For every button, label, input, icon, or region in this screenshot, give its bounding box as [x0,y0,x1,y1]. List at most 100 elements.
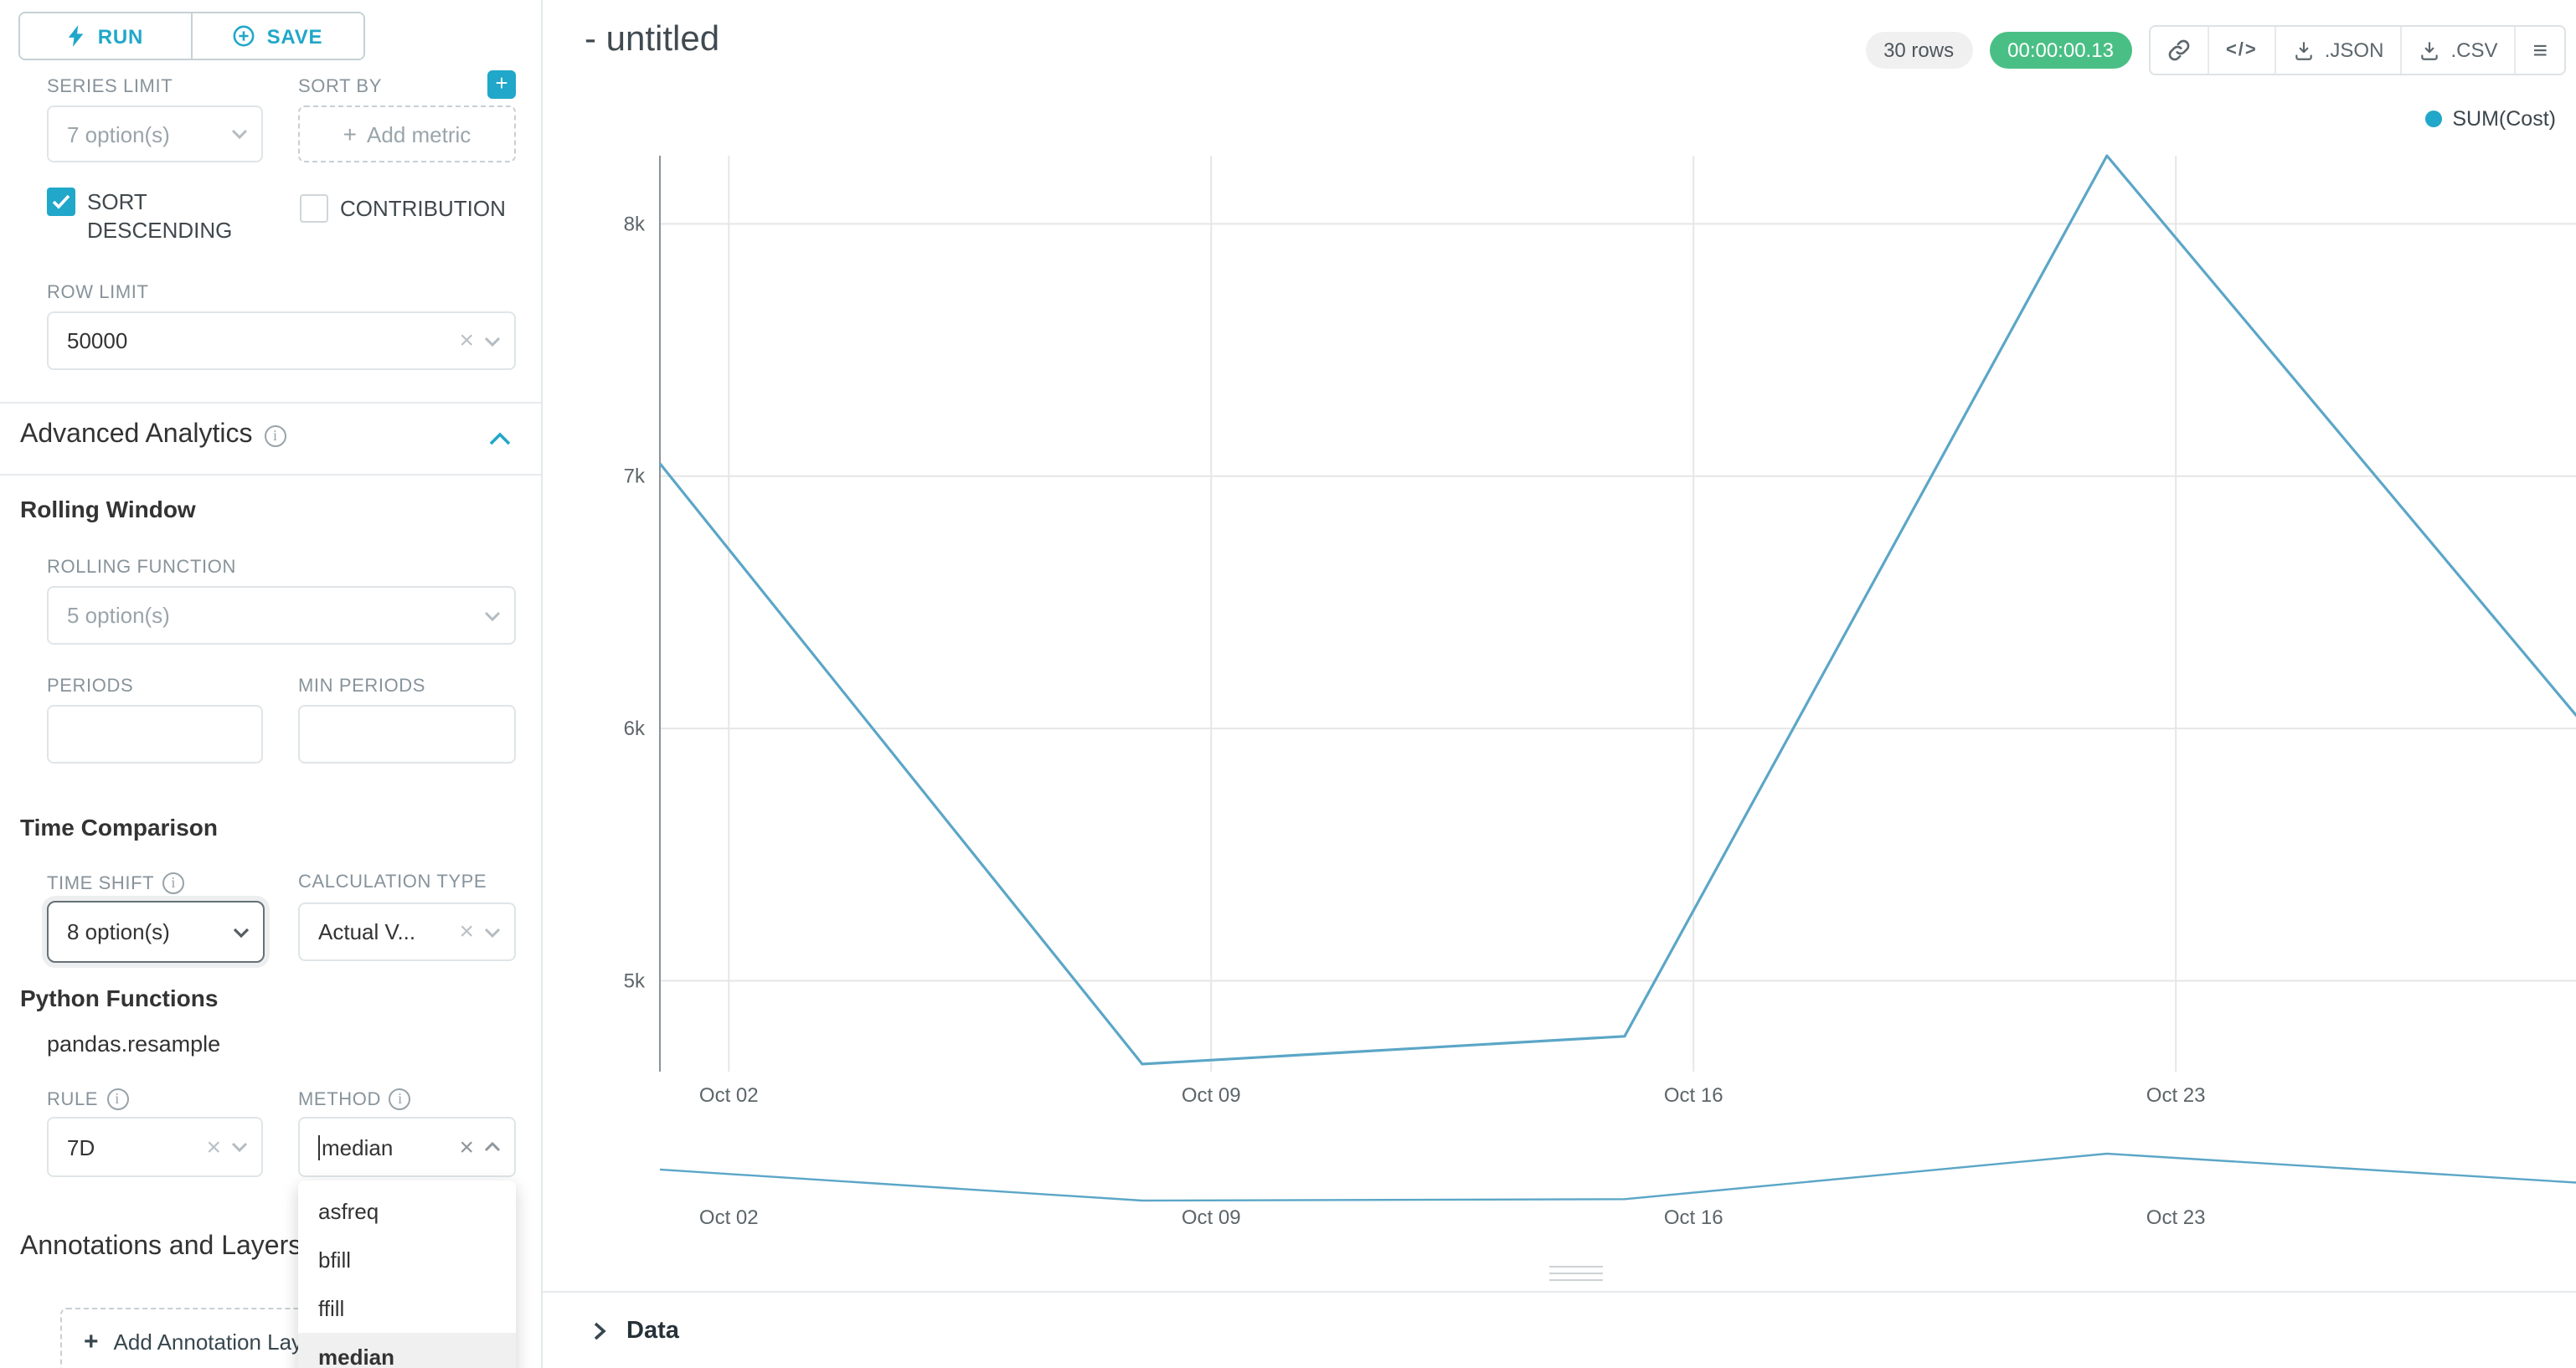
more-options-button[interactable]: ≡ [2516,27,2564,74]
query-timer-badge: 00:00:00.13 [1989,32,2132,69]
svg-text:6k: 6k [624,717,646,740]
chevron-down-icon [484,927,501,937]
download-icon [2295,41,2312,59]
clear-icon[interactable]: × [459,1133,474,1161]
legend-dot-icon [2425,111,2443,127]
svg-text:Oct 02: Oct 02 [699,1084,759,1107]
svg-text:Oct 16: Oct 16 [1664,1084,1723,1107]
chevron-down-icon [231,129,248,139]
method-dropdown-menu: asfreq bfill ffill median [298,1180,516,1368]
svg-text:5k: 5k [624,970,646,993]
rolling-function-select[interactable]: 5 option(s) [47,586,516,645]
row-count-badge: 30 rows [1865,32,1973,69]
zoom-brush-chart[interactable]: Oct 02 Oct 09 Oct 16 Oct 23 [543,1130,2576,1237]
plus-circle-icon [234,25,255,47]
chart-title: - untitled [585,20,720,59]
annotations-title: Annotations and Layers [20,1232,302,1261]
contribution-checkbox[interactable] [300,194,328,223]
periods-label: PERIODS [47,676,134,697]
chevron-down-icon [231,1142,248,1152]
min-periods-label: MIN PERIODS [298,676,426,697]
svg-text:Oct 09: Oct 09 [1182,1084,1241,1107]
info-icon: i [106,1088,129,1110]
method-combobox[interactable]: median × [298,1117,516,1177]
contribution-label: CONTRIBUTION [340,196,506,221]
rolling-function-label: ROLLING FUNCTION [47,558,236,578]
line-chart: 8k 7k 6k 5k Oct 02 Oct 09 Oct 16 Oct 23 [624,154,2576,1107]
link-icon [2168,39,2190,61]
section-divider [0,474,541,476]
code-icon: </> [2225,40,2258,60]
calculation-type-select[interactable]: Actual V... × [298,903,516,961]
calculation-type-label: CALCULATION TYPE [298,872,487,892]
legend-label: SUM(Cost) [2452,107,2556,131]
svg-text:Oct 16: Oct 16 [1664,1206,1723,1229]
rule-select[interactable]: 7D × [47,1117,263,1177]
clear-icon[interactable]: × [459,918,474,946]
data-panel-title: Data [626,1317,679,1344]
row-limit-select[interactable]: 50000 × [47,311,516,370]
export-json-button[interactable]: .JSON [2275,27,2403,74]
clear-icon[interactable]: × [206,1133,221,1161]
save-label: SAVE [266,24,323,48]
chart-panel: - untitled 30 rows 00:00:00.13 </> .JSON… [543,0,2576,1368]
clear-icon[interactable]: × [459,327,474,355]
chevron-down-icon [484,336,501,346]
method-label: METHOD i [298,1088,411,1110]
periods-input[interactable] [47,705,263,764]
svg-text:Oct 02: Oct 02 [699,1206,759,1229]
resize-drag-handle[interactable] [1549,1266,1603,1286]
download-icon [2421,41,2439,59]
svg-text:Oct 23: Oct 23 [2146,1206,2206,1229]
time-shift-select[interactable]: 8 option(s) [47,901,265,963]
chevron-up-icon [484,1142,501,1152]
run-button[interactable]: RUN [20,13,193,59]
sort-by-label: SORT BY [298,77,382,97]
contribution-control[interactable]: CONTRIBUTION [300,194,506,223]
info-icon: i [162,872,185,894]
run-save-group: RUN SAVE [18,12,365,60]
menu-item-bfill[interactable]: bfill [318,1247,352,1273]
svg-text:Oct 23: Oct 23 [2146,1084,2206,1107]
min-periods-input[interactable] [298,705,516,764]
save-button[interactable]: SAVE [193,13,363,59]
control-sidebar: RUN SAVE SERIES LIMIT SORT BY + 7 option… [0,0,543,1368]
collapse-chevron-up-icon[interactable] [489,432,511,445]
advanced-analytics-title: Advanced Analytics [20,420,253,449]
time-shift-label: TIME SHIFT i [47,872,185,894]
chevron-down-icon [233,927,250,937]
sort-by-add-metric[interactable]: + Add metric [298,105,516,162]
menu-item-asfreq[interactable]: asfreq [318,1199,379,1224]
rolling-window-title: Rolling Window [20,496,196,522]
lightning-icon [69,25,85,47]
python-functions-title: Python Functions [20,985,219,1011]
sort-descending-checkbox[interactable] [47,188,75,216]
sort-descending-control[interactable]: SORT DESCENDING [47,188,233,244]
export-csv-button[interactable]: .CSV [2402,27,2517,74]
add-sort-metric-button[interactable]: + [487,70,516,99]
text-cursor [318,1134,320,1160]
chevron-down-icon [484,610,501,620]
export-button-group: </> .JSON .CSV ≡ [2148,25,2566,75]
chart-header-actions: 30 rows 00:00:00.13 </> .JSON .CSV [1865,25,2566,75]
menu-item-ffill[interactable]: ffill [318,1296,345,1321]
rule-label: RULE i [47,1088,129,1110]
time-comparison-title: Time Comparison [20,814,218,841]
svg-text:8k: 8k [624,213,646,235]
data-panel-header[interactable]: Data [543,1291,2576,1368]
advanced-analytics-header[interactable]: Advanced Analytics i [20,420,286,450]
run-label: RUN [97,24,144,48]
info-icon: i [264,424,286,446]
info-icon: i [389,1088,411,1110]
series-limit-label: SERIES LIMIT [47,77,173,97]
series-limit-select[interactable]: 7 option(s) [47,105,263,162]
menu-item-median[interactable]: median [298,1333,516,1368]
legend-item-sum-cost[interactable]: SUM(Cost) [2425,107,2556,131]
svg-text:7k: 7k [624,465,646,488]
view-query-button[interactable]: </> [2208,27,2276,74]
copy-link-button[interactable] [2150,27,2209,74]
pandas-resample-label: pandas.resample [47,1031,221,1057]
sort-descending-label: SORT DESCENDING [87,189,233,243]
svg-text:Oct 09: Oct 09 [1182,1206,1241,1229]
